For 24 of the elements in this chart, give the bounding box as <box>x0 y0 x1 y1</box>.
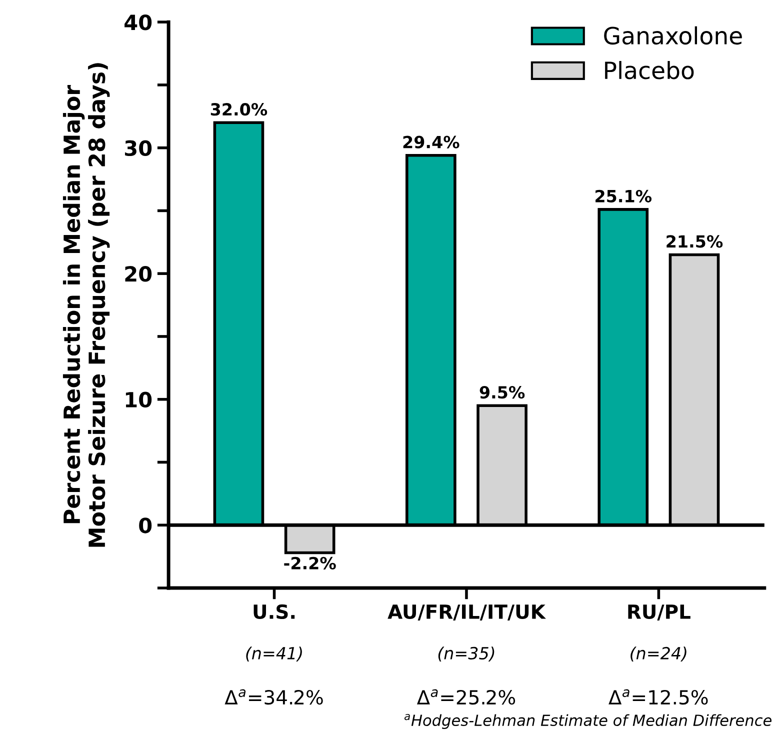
y-tick-label: 10 <box>126 392 152 408</box>
data-label: 32.0% <box>210 103 268 116</box>
data-label: 21.5% <box>666 235 723 248</box>
y-axis-title: Percent Reduction in Median Major Motor Seizure Frequency (per 28 days) <box>62 63 110 547</box>
data-label: -2.2% <box>284 556 336 570</box>
text: Δ$^{a}$=34.2% <box>224 689 323 705</box>
text: Δ$^{a}$=25.2% <box>416 689 516 705</box>
legend-label: Placebo <box>605 60 694 80</box>
text: (n=35) <box>438 646 494 662</box>
y-tick-label: 0 <box>139 518 152 534</box>
data-label: 9.5% <box>480 386 525 399</box>
text: (n=41) <box>246 646 302 662</box>
legend-label: Ganaxolone <box>604 26 742 45</box>
y-tick-label: 40 <box>124 14 152 30</box>
y-tick-label: 30 <box>124 140 152 156</box>
y-tick-label: 20 <box>125 266 152 282</box>
x-tick-label: AU/FR/IL/IT/UK <box>388 604 546 621</box>
text: Δ$^{a}$=12.5% <box>608 689 708 705</box>
text: (n=24) <box>630 646 686 662</box>
data-label: 25.1% <box>596 190 652 202</box>
x-tick-label: RU/PL <box>628 604 690 621</box>
data-label: 29.4% <box>403 136 460 148</box>
x-tick-label: U.S. <box>254 604 295 620</box>
text: $^{a}$Hodges-Lehman Estimate of Median Difference <box>404 714 772 730</box>
